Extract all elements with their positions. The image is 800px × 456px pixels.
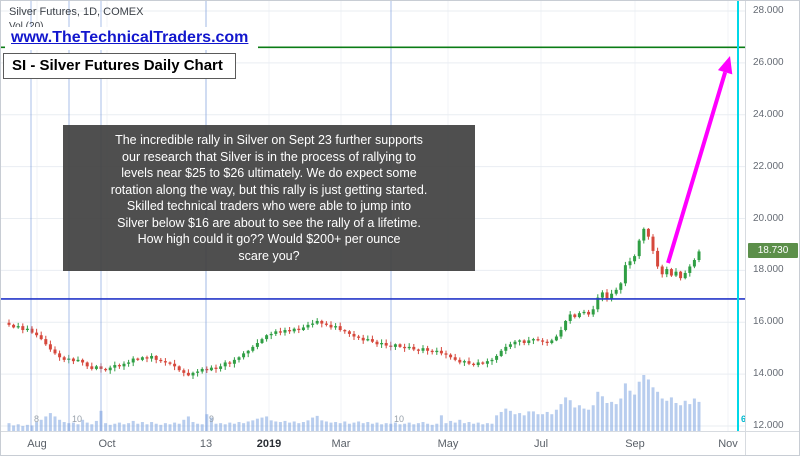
time-axis-label: 2019 [256,438,282,450]
price-tick-label: 12.000 [753,420,784,431]
time-axis-label: Jul [533,438,549,450]
time-axis-label: May [437,438,459,450]
time-axis-label: 13 [199,438,213,450]
watermark-link[interactable]: www.TheTechnicalTraders.com [5,27,259,50]
price-tick-label: 22.000 [753,160,784,172]
chart-legend: Silver Futures, 1D, COMEX Vol (20) [9,6,143,32]
volume-bars [7,375,701,431]
volume-indicator-label[interactable]: Vol (20) [9,21,143,32]
annotation-text-line: rotation along the way, but this rally i… [110,182,428,197]
minor-date-label: 10 [394,414,405,424]
symbol-legend[interactable]: Silver Futures, 1D, COMEX [9,6,144,18]
price-chart-pane[interactable]: Silver Futures, 1D, COMEX Vol (20) www.T… [1,1,745,431]
annotation-text-line: levels near $25 to $26 ultimately. We do… [121,166,417,180]
price-tick-label: 18.000 [753,264,784,276]
time-axis-label: Nov [718,438,738,450]
price-tick-label: 24.000 [753,108,784,120]
price-tick-label: 28.000 [753,5,784,16]
time-axis-label: Oct [98,438,116,450]
time-axis-label: Sep [625,438,645,450]
price-tick-label: 20.000 [753,212,784,224]
last-price-badge: 18.730 [748,243,798,259]
minor-date-label: 6 [741,414,745,424]
minor-date-label: 9 [209,414,215,424]
annotation-text-line: The incredible rally in Silver on Sept 2… [115,133,423,147]
chart-title: SI - Silver Futures Daily Chart [3,53,236,79]
annotation-text-line: our research that Silver is in the proce… [122,149,416,164]
price-tick-label: 26.000 [753,56,784,68]
time-axis[interactable]: Aug Oct 13 2019 Mar May Jul Sep Nov [1,431,745,455]
axis-corner [745,431,799,455]
price-tick-label: 14.000 [753,368,784,380]
time-axis-label: Mar [331,438,351,450]
annotation-note: The incredible rally in Silver on Sept 2… [63,125,475,271]
minor-date-label: 8 [34,414,40,424]
price-tick-label: 16.000 [753,316,784,328]
projection-arrow-head [717,56,733,75]
candlesticks [7,227,701,380]
annotation-text-line: How high could it go?? Would $200+ per o… [137,232,401,246]
annotation-text-line: Silver below $16 are about to see the ra… [117,215,421,230]
projection-arrow-shaft [666,71,728,264]
time-axis-label: Aug [27,438,47,450]
annotation-text-line: scare you? [238,248,300,263]
minor-date-label: 10 [72,414,83,424]
price-axis[interactable]: 18.730 28.000 26.000 24.000 22.000 20.000 18.… [745,1,799,431]
annotation-text-line: Skilled technical traders who were able … [126,199,412,213]
